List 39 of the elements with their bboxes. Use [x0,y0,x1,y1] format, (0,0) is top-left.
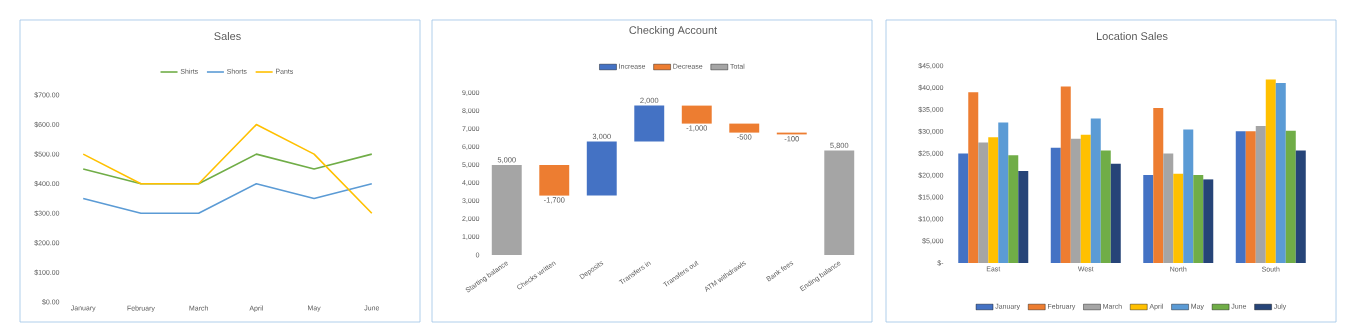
line-series [82,123,373,215]
bar [958,153,969,263]
bar [824,150,855,255]
bar [1295,150,1306,263]
bar [998,122,1009,263]
bar [988,137,999,263]
bar [1163,153,1174,263]
bar [1203,179,1214,263]
bar [1245,131,1256,263]
bar [1060,86,1071,263]
bar [1070,138,1081,263]
chart-title: Location Sales [1096,32,1168,41]
bar [1235,131,1246,263]
bar [1285,130,1296,263]
bar [586,141,617,196]
bar [1100,150,1111,263]
bar [1173,173,1184,263]
bar [1110,163,1121,263]
bar [491,165,522,255]
bar [1255,125,1266,263]
bar [681,105,712,124]
bar [539,165,570,196]
bar [1265,79,1276,263]
bar [729,123,760,133]
chart-title: Checking Account [629,25,718,37]
bar [634,105,665,142]
bar [968,92,979,263]
bar [1143,175,1154,263]
bar [1090,118,1101,263]
bar [1008,155,1019,263]
bar [1080,134,1091,263]
chart-title: Sales [214,32,241,41]
bar [1018,171,1029,263]
bar [978,142,989,263]
bar [1050,147,1061,263]
bar [1153,108,1164,263]
bar [1275,83,1286,263]
bar [1193,175,1204,263]
bar [1183,129,1194,263]
